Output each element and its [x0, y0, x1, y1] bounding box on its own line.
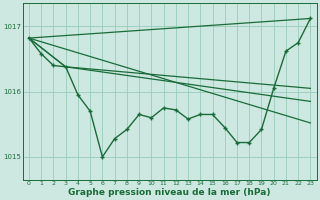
X-axis label: Graphe pression niveau de la mer (hPa): Graphe pression niveau de la mer (hPa) [68, 188, 271, 197]
